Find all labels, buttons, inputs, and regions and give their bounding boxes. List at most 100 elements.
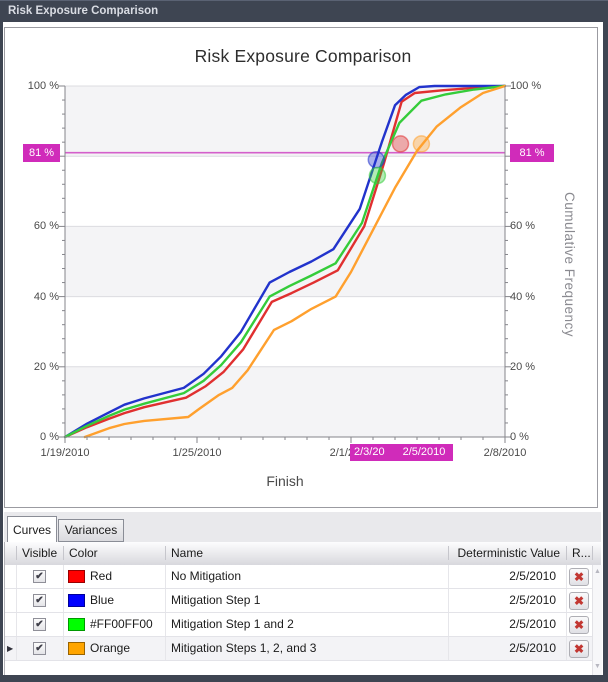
- table-row[interactable]: ✔ Red No Mitigation 2/5/2010 ✖: [5, 565, 592, 589]
- y-tick-label-right: 40 %: [510, 290, 536, 303]
- cell-separator: [165, 565, 166, 588]
- x-axis-title: Finish: [266, 473, 304, 489]
- plot-band: [65, 226, 505, 297]
- delete-curve-button[interactable]: ✖: [569, 568, 589, 586]
- cell-separator: [63, 589, 64, 612]
- chart-title: Risk Exposure Comparison: [194, 46, 412, 66]
- plot-band: [65, 366, 505, 437]
- header-separator: [448, 546, 449, 560]
- cell-separator: [16, 637, 17, 660]
- curve-name: Mitigation Step 1 and 2: [171, 617, 294, 631]
- marker-blue: [367, 150, 386, 169]
- crosshair-label-1: 2/3/20: [350, 444, 400, 461]
- window-content: Risk Exposure Comparison 100 % 60 % 40 % 20…: [3, 22, 603, 675]
- table-row[interactable]: ✔ #FF00FF00 Mitigation Step 1 and 2 2/5/201…: [5, 613, 592, 637]
- window-title-bar[interactable]: Risk Exposure Comparison: [0, 0, 608, 22]
- cell-separator: [16, 589, 17, 612]
- color-name: Blue: [90, 593, 115, 607]
- delete-x-icon: ✖: [573, 618, 585, 632]
- y-tick-label-left: 60 %: [33, 220, 59, 233]
- curve-orange[interactable]: [83, 84, 507, 439]
- marker-red: [391, 135, 410, 153]
- visible-checkbox[interactable]: ✔: [33, 570, 46, 583]
- cell-separator: [63, 637, 64, 660]
- table-header: Visible Color Name Deterministic Value R...: [5, 542, 601, 566]
- x-tick-label: 1/25/2010: [172, 447, 222, 459]
- cell-separator: [448, 565, 449, 588]
- table-scrollbar[interactable]: ▲ ▼: [592, 565, 602, 675]
- deterministic-value: 2/5/2010: [509, 617, 556, 631]
- delete-curve-button[interactable]: ✖: [569, 640, 589, 658]
- visible-checkbox[interactable]: ✔: [33, 594, 46, 607]
- deterministic-value: 2/5/2010: [509, 593, 556, 607]
- current-row-arrow-icon: ▶: [7, 644, 14, 653]
- tab-curves[interactable]: Curves: [7, 516, 57, 542]
- visible-checkbox[interactable]: ✔: [33, 618, 46, 631]
- y-tick-label-left: 0 %: [40, 431, 59, 443]
- scroll-up-button[interactable]: ▲: [594, 568, 601, 575]
- cell-separator: [63, 613, 64, 636]
- color-name: Red: [90, 569, 113, 583]
- table-row[interactable]: ✔ Blue Mitigation Step 1 2/5/2010 ✖: [5, 589, 592, 613]
- cell-separator: [566, 565, 567, 588]
- deterministic-value: 2/5/2010: [509, 569, 556, 583]
- plot-area[interactable]: [59, 84, 511, 443]
- header-visible[interactable]: Visible: [22, 546, 58, 560]
- delete-x-icon: ✖: [573, 642, 585, 656]
- threshold-label-right: 81 %: [510, 143, 554, 162]
- color-swatch[interactable]: [68, 570, 85, 583]
- header-name[interactable]: Name: [171, 546, 204, 560]
- header-color[interactable]: Color: [69, 546, 98, 560]
- crosshair-label-2: 2/5/2010: [395, 444, 453, 461]
- table-row[interactable]: ▶ ✔ Orange Mitigation Steps 1, 2, and 3 2/5/…: [5, 637, 592, 661]
- color-name: Orange: [90, 641, 131, 655]
- cell-separator: [16, 613, 17, 636]
- x-tick-label: 2/8/2010: [483, 447, 527, 459]
- visible-checkbox[interactable]: ✔: [33, 642, 46, 655]
- marker-green: [368, 166, 387, 185]
- delete-curve-button[interactable]: ✖: [569, 592, 589, 610]
- header-separator: [566, 546, 567, 560]
- color-swatch[interactable]: [68, 642, 85, 655]
- cell-separator: [566, 637, 567, 660]
- threshold-label-left: 81 %: [23, 143, 60, 162]
- delete-curve-button[interactable]: ✖: [569, 616, 589, 634]
- x-tick-label: 1/19/2010: [40, 447, 90, 459]
- header-deterministic-value[interactable]: Deterministic Value: [457, 546, 560, 560]
- curves-table: Visible Color Name Deterministic Value R... …: [4, 542, 602, 675]
- y-tick-label-left: 40 %: [33, 290, 59, 303]
- header-separator: [592, 546, 593, 560]
- y-tick-label-left: 20 %: [33, 360, 59, 373]
- cell-separator: [448, 589, 449, 612]
- tab-variances[interactable]: Variances: [58, 519, 124, 542]
- scroll-down-button[interactable]: ▼: [594, 663, 601, 670]
- header-remove[interactable]: R...: [572, 546, 591, 560]
- cell-separator: [566, 613, 567, 636]
- cell-separator: [566, 589, 567, 612]
- cell-separator: [448, 613, 449, 636]
- cell-separator: [63, 565, 64, 588]
- y-tick-label-right: 20 %: [510, 360, 536, 373]
- curve-red[interactable]: [63, 84, 507, 439]
- cell-separator: [448, 637, 449, 660]
- cell-separator: [165, 637, 166, 660]
- header-separator: [165, 546, 166, 560]
- curve-name: No Mitigation: [171, 569, 242, 583]
- deterministic-value: 2/5/2010: [509, 641, 556, 655]
- header-separator: [63, 546, 64, 560]
- y-axis-title: Cumulative Frequency: [562, 192, 577, 338]
- y-tick-label-left: 100 %: [27, 80, 59, 92]
- color-swatch[interactable]: [68, 594, 85, 607]
- cell-separator: [165, 613, 166, 636]
- cell-separator: [165, 589, 166, 612]
- y-tick-label-right: 100 %: [510, 80, 542, 92]
- color-swatch[interactable]: [68, 618, 85, 631]
- curve-blue[interactable]: [63, 84, 507, 439]
- window-title: Risk Exposure Comparison: [8, 5, 159, 17]
- curve-name: Mitigation Steps 1, 2, and 3: [171, 641, 317, 655]
- curve-green[interactable]: [63, 84, 507, 439]
- curve-name: Mitigation Step 1: [171, 593, 261, 607]
- header-separator: [16, 546, 17, 560]
- color-name: #FF00FF00: [90, 617, 153, 631]
